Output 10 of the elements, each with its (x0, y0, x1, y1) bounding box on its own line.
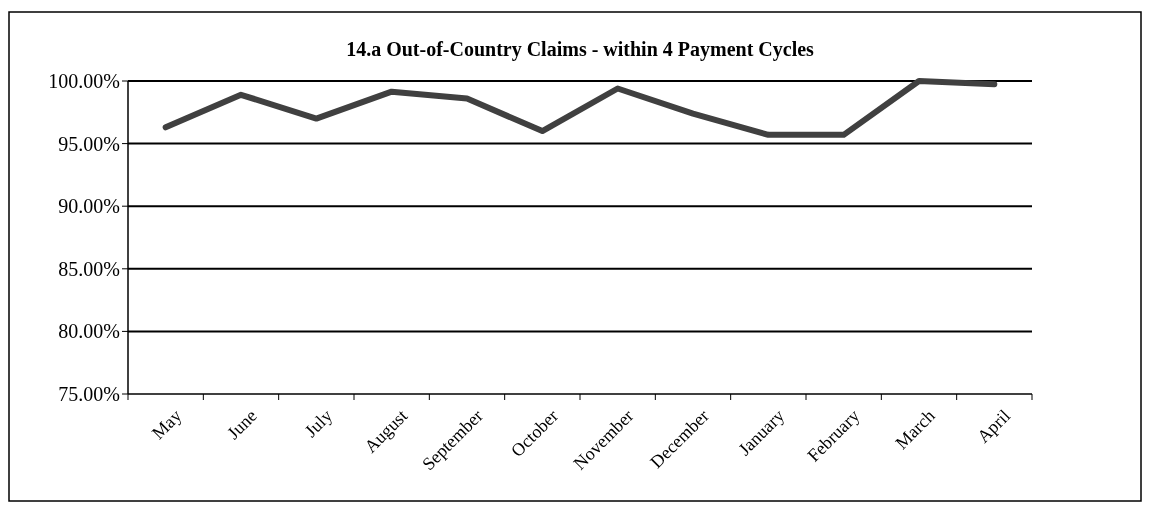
y-tick-label: 80.00% (58, 320, 120, 343)
x-tick-label: July (300, 405, 337, 441)
y-tick-label: 95.00% (58, 132, 120, 155)
y-tick-label: 85.00% (58, 257, 120, 280)
x-tick-label: May (147, 405, 186, 444)
chart-title: 14.a Out-of-Country Claims - within 4 Payment Cycles (346, 38, 815, 61)
y-tick-label: 75.00% (58, 383, 120, 405)
y-tick-label: 90.00% (58, 195, 120, 218)
y-tick-label: 100.00% (48, 70, 120, 92)
x-tick-label: June (223, 405, 261, 444)
